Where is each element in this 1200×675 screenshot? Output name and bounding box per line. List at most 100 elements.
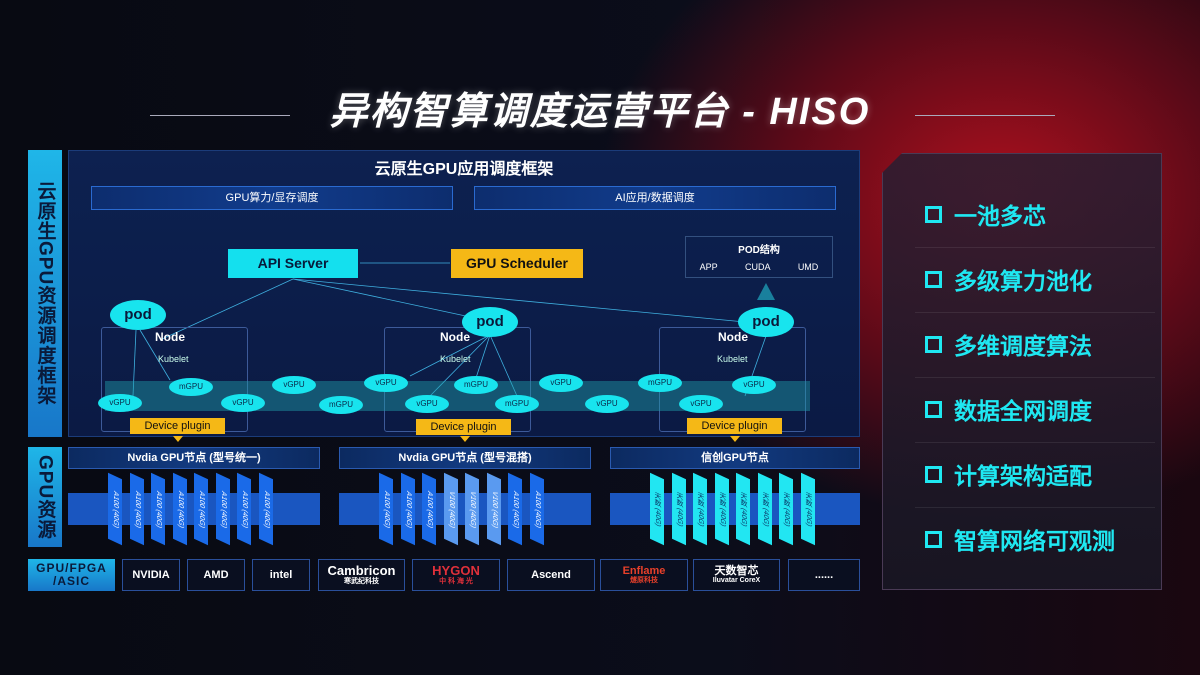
vendor-name: NVIDIA (132, 568, 170, 581)
feature-label: 数据全网调度 (954, 398, 1092, 424)
vgpu-unit: vGPU (221, 394, 265, 412)
vendor-name: 中 科 海 光 (439, 578, 473, 586)
pod: pod (462, 307, 518, 337)
feature-label: 多级算力池化 (954, 268, 1092, 294)
api-server-box: API Server (228, 249, 358, 278)
vendor-name: HYGON (432, 563, 480, 578)
bar-gpu-scheduling: GPU算力/显存调度 (91, 186, 453, 210)
checkbox-square-icon (925, 400, 942, 418)
gpu-chip: 天数 (40G) (714, 472, 729, 546)
vgpu-unit: vGPU (585, 395, 629, 413)
feature-item: 计算架构适配 (925, 457, 1092, 491)
divider (915, 442, 1155, 443)
vgpu-unit: vGPU (364, 374, 408, 392)
gpu-node-board (610, 493, 860, 525)
mgpu-unit: mGPU (495, 395, 539, 413)
framework-title: 云原生GPU应用调度框架 (374, 161, 554, 178)
vendor-logo: ...... (788, 559, 860, 591)
gpu-chip: A100 (40G) (129, 472, 144, 546)
side-label-gpu: GPU资源 (28, 447, 62, 547)
checkbox-square-icon (925, 270, 942, 288)
device-plugin: Device plugin (416, 419, 511, 435)
device-plugin: Device plugin (130, 418, 225, 434)
feature-item: 多维调度算法 (925, 327, 1092, 361)
vendor-logo: intel (252, 559, 310, 591)
vgpu-unit: vGPU (539, 374, 583, 392)
vgpu-unit: vGPU (732, 376, 776, 394)
vendor-name: AMD (203, 568, 229, 581)
gpu-node-header: Nvdia GPU节点 (型号混搭) (339, 447, 591, 469)
kubelet-label: Kubelet (717, 354, 748, 364)
vgpu-unit: vGPU (679, 395, 723, 413)
mgpu-unit: mGPU (319, 396, 363, 414)
side-label-framework: 云原生GPU资源调度框架 (28, 150, 62, 437)
checkbox-square-icon (925, 335, 942, 353)
vendor-logo: AMD (187, 559, 245, 591)
mgpu-unit: mGPU (454, 376, 498, 394)
gpu-chip: 天数 (40G) (757, 472, 772, 546)
vendor-name: Ascend (531, 568, 571, 581)
pod: pod (110, 300, 166, 330)
gpu-node-header: Nvdia GPU节点 (型号统一) (68, 447, 320, 469)
feature-label: 计算架构适配 (954, 463, 1092, 489)
pod-structure-item: CUDA (744, 262, 771, 272)
kubelet-label: Kubelet (158, 354, 189, 364)
feature-item: 智算网络可观测 (925, 522, 1115, 556)
gpu-chip: A100 (40G) (400, 472, 415, 546)
vendor-logo: Enflame 燧原科技 (600, 559, 688, 591)
gpu-chip: 天数 (40G) (650, 472, 664, 546)
node-label: Node (155, 330, 185, 344)
feature-label: 多维调度算法 (954, 333, 1092, 359)
vendor-label: GPU/FPGA /ASIC (28, 559, 115, 591)
vendor-logo: NVIDIA (122, 559, 180, 591)
node-label: Node (440, 330, 470, 344)
gpu-chip: A100 (40G) (422, 472, 436, 546)
node-label: Node (718, 330, 748, 344)
vgpu-unit: vGPU (405, 395, 449, 413)
mgpu-unit: mGPU (169, 378, 213, 396)
divider (915, 507, 1155, 508)
gpu-chip: A100 (40G) (379, 472, 393, 546)
feature-item: 多级算力池化 (925, 262, 1092, 296)
gpu-chip: A100 (40G) (172, 472, 187, 546)
gpu-chip: A100 (40G) (237, 472, 251, 546)
pod-structure-title: POD结构 (738, 245, 780, 256)
vendor-name: 燧原科技 (630, 577, 658, 585)
feature-item: 一池多芯 (925, 197, 1046, 231)
vendor-name: intel (269, 568, 293, 581)
pod-structure-box: POD结构 APP CUDA UMD (685, 236, 833, 278)
checkbox-square-icon (925, 465, 942, 483)
gpu-chip: V100 (40G) (465, 472, 479, 546)
gpu-chip: A100 (40G) (508, 472, 522, 546)
device-plugin: Device plugin (687, 418, 782, 434)
gpu-chip: A100 (40G) (151, 472, 165, 546)
gpu-chip: A100 (40G) (529, 472, 544, 546)
kubelet-label: Kubelet (440, 354, 471, 364)
feature-item: 数据全网调度 (925, 392, 1092, 426)
feature-label: 一池多芯 (954, 203, 1046, 229)
checkbox-square-icon (925, 530, 942, 548)
gpu-chip: V100 (40G) (443, 472, 458, 546)
feature-label: 智算网络可观测 (954, 528, 1115, 554)
gpu-node-header: 信创GPU节点 (610, 447, 860, 469)
gpu-chip: 天数 (40G) (671, 472, 686, 546)
bar-ai-scheduling: AI应用/数据调度 (474, 186, 836, 210)
vendor-name: ...... (814, 568, 834, 581)
gpu-chip: 天数 (40G) (736, 472, 750, 546)
vgpu-unit: vGPU (272, 376, 316, 394)
vendor-logo: 天数智芯 Iluvatar CoreX (693, 559, 780, 591)
title-decor-left (150, 115, 290, 116)
vendor-logo: Ascend (507, 559, 595, 591)
gpu-chip: A100 (40G) (258, 472, 273, 546)
page-title: 异构智算调度运营平台 - HISO (329, 91, 871, 133)
vendor-name: Iluvatar CoreX (712, 577, 761, 585)
gpu-chip: V100 (40G) (486, 472, 501, 546)
gpu-chip: A100 (40G) (215, 472, 230, 546)
pod: pod (738, 307, 794, 337)
gpu-chip: 天数 (40G) (800, 472, 815, 546)
vendor-name: Enflame (622, 565, 666, 578)
vgpu-unit: vGPU (98, 394, 142, 412)
mgpu-unit: mGPU (638, 374, 682, 392)
vendor-name: 天数智芯 (714, 565, 759, 578)
